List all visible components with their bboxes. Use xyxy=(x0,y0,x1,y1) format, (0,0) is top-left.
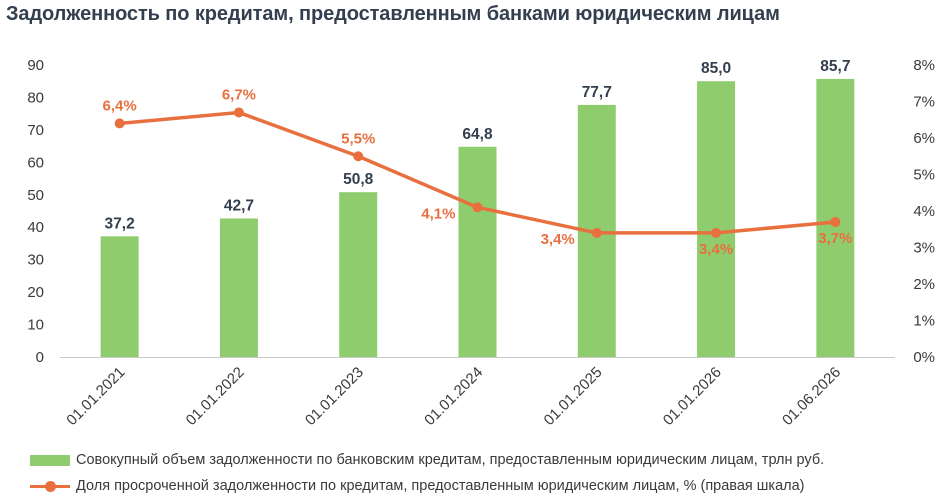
line-point xyxy=(711,227,722,238)
bar xyxy=(219,218,258,357)
bar-data-label: 37,2 xyxy=(105,215,135,232)
x-tick-label: 01.06.2026 xyxy=(779,364,844,429)
y-left-tick-label: 90 xyxy=(27,57,44,74)
bar-data-label: 42,7 xyxy=(224,197,254,214)
bar-data-label: 85,7 xyxy=(820,58,850,75)
bar-data-label: 50,8 xyxy=(343,171,374,188)
line-data-label: 6,7% xyxy=(222,86,256,103)
line-data-label: 4,1% xyxy=(421,205,455,222)
y-left-tick-label: 70 xyxy=(27,122,44,139)
legend-item-bars: Совокупный объем задолженности по банков… xyxy=(30,450,824,470)
y-right-tick-label: 5% xyxy=(913,167,935,184)
x-tick-label: 01.01.2024 xyxy=(421,364,486,429)
line-data-label: 3,4% xyxy=(699,241,733,258)
bar xyxy=(697,81,736,357)
y-right-tick-label: 3% xyxy=(913,240,935,257)
y-right-tick-label: 4% xyxy=(913,203,935,220)
y-left-tick-label: 0 xyxy=(36,349,44,366)
y-left-tick-label: 50 xyxy=(27,187,44,204)
y-left-tick-label: 40 xyxy=(27,219,44,236)
y-right-tick-label: 6% xyxy=(913,130,935,147)
legend-line-label: Доля просроченной задолженности по креди… xyxy=(76,478,805,494)
y-right-tick-label: 0% xyxy=(913,349,935,366)
bar xyxy=(458,146,497,357)
bar-data-label: 64,8 xyxy=(462,126,493,143)
y-right-tick-label: 2% xyxy=(913,276,935,293)
x-tick-label: 01.01.2022 xyxy=(183,364,248,429)
y-left-tick-label: 80 xyxy=(27,89,44,106)
y-right-tick-label: 1% xyxy=(913,313,935,330)
x-tick-label: 01.01.2023 xyxy=(302,364,367,429)
line-data-label: 3,4% xyxy=(541,231,575,248)
x-tick-label: 01.01.2026 xyxy=(660,364,725,429)
bar xyxy=(100,236,139,357)
x-tick-label: 01.01.2025 xyxy=(541,364,606,429)
line-point xyxy=(472,202,483,213)
line-point xyxy=(233,107,244,118)
legend-item-line: Доля просроченной задолженности по креди… xyxy=(30,476,805,496)
y-right-tick-label: 7% xyxy=(913,94,935,111)
line-data-label: 6,4% xyxy=(103,97,137,114)
legend-bar-label: Совокупный объем задолженности по банков… xyxy=(76,452,825,468)
y-left-tick-label: 10 xyxy=(27,317,44,334)
x-tick-label: 01.01.2021 xyxy=(63,364,128,429)
y-left-tick-label: 30 xyxy=(27,252,44,269)
chart-area: 0 10 20 30 40 50 60 70 80 90 0% 1% 2% 3% 4% 5% 6% 7% 8% 37,… xyxy=(27,57,935,429)
line-data-label: 5,5% xyxy=(341,130,375,147)
bar-data-label: 77,7 xyxy=(582,84,612,101)
chart-title: Задолженность по кредитам, предоставленн… xyxy=(6,3,780,25)
line-point xyxy=(114,118,125,129)
y-left-tick-label: 20 xyxy=(27,284,44,301)
legend-line-swatch xyxy=(30,480,70,492)
y-right-tick-label: 8% xyxy=(913,57,935,74)
line-data-label: 3,7% xyxy=(818,230,852,247)
y-left-tick-label: 60 xyxy=(27,154,44,171)
line-point xyxy=(353,151,364,162)
legend-bar-swatch xyxy=(30,454,70,466)
bar xyxy=(339,192,378,357)
bar-data-label: 85,0 xyxy=(701,60,731,77)
line-point xyxy=(591,227,602,238)
line-point xyxy=(830,216,841,227)
